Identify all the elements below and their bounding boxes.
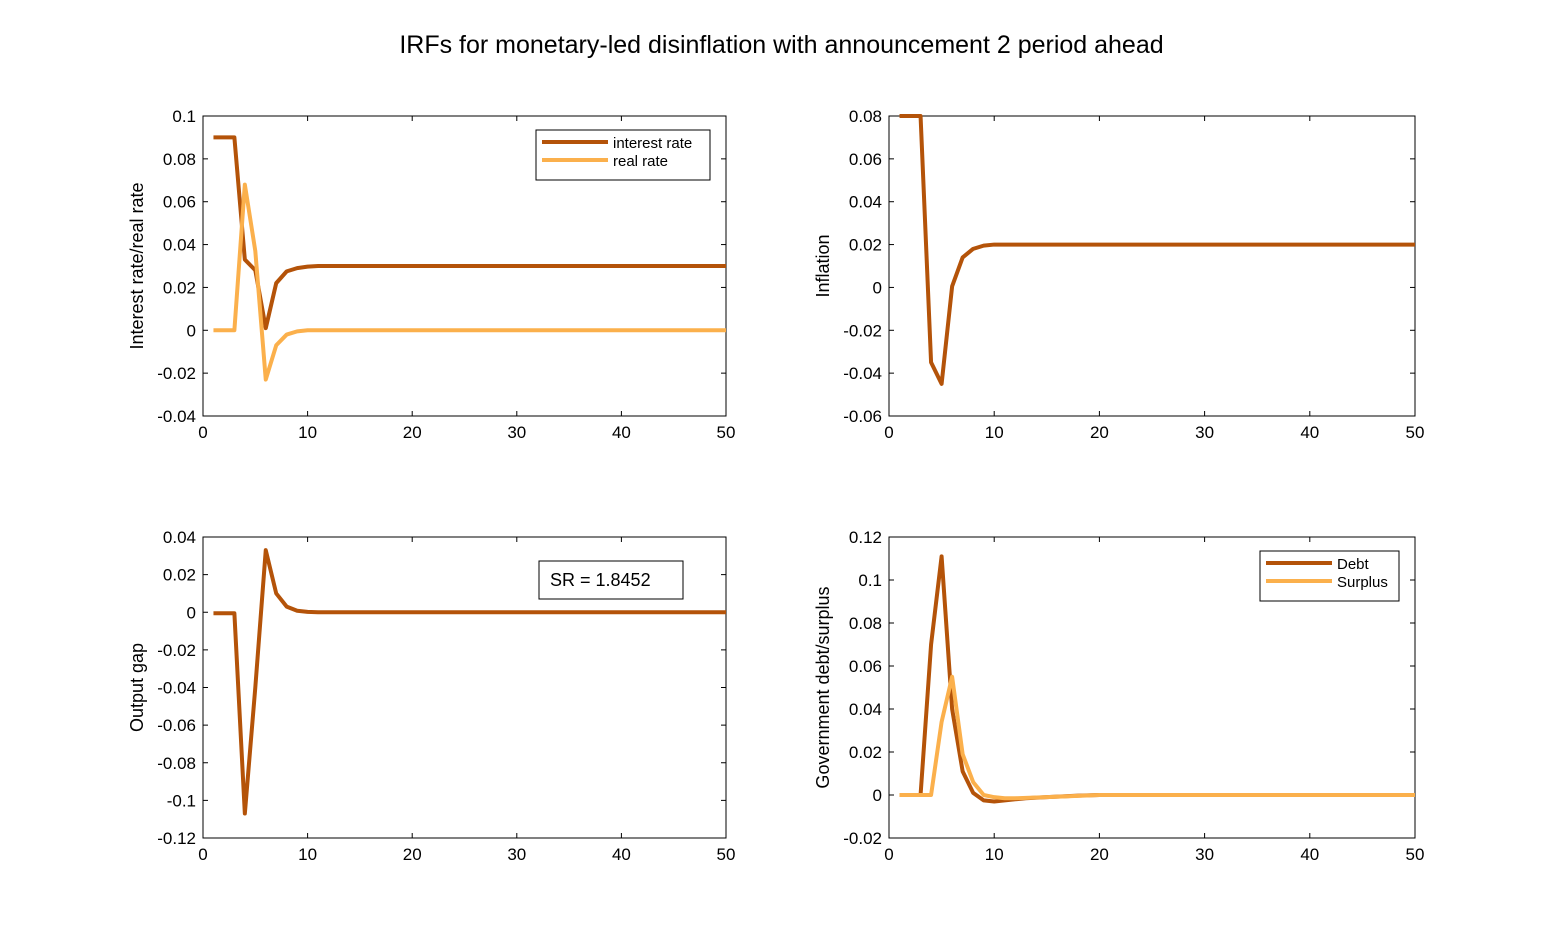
y-tick-label: -0.12: [157, 829, 196, 848]
y-axis-label: Interest rate/real rate: [127, 182, 147, 349]
x-tick-label: 20: [403, 845, 422, 864]
y-axis-label: Output gap: [127, 643, 147, 732]
x-tick-label: 40: [1300, 845, 1319, 864]
y-tick-label: 0.02: [849, 236, 882, 255]
series-line-surplus: [899, 674, 1415, 801]
x-tick-label: 20: [403, 423, 422, 442]
figure-title: IRFs for monetary-led disinflation with …: [399, 31, 1163, 59]
y-tick-label: -0.1: [167, 791, 196, 810]
x-tick-label: 20: [1090, 845, 1109, 864]
y-tick-label: 0: [873, 786, 882, 805]
y-tick-label: -0.02: [157, 641, 196, 660]
y-tick-label: 0.02: [163, 278, 196, 297]
y-axis-label: Inflation: [813, 234, 833, 297]
x-tick-label: 30: [507, 423, 526, 442]
plot-area: [888, 115, 1416, 417]
x-tick-label: 30: [507, 845, 526, 864]
chart-output: 0 10 20 30 40 50 -0.12 -0.1 -0.08 -0.06 -0.04 -0.02…: [127, 528, 735, 864]
charts: 0 10 20 30 40 50-0.04-0.0200.020.040.060.080.…: [127, 107, 1424, 864]
x-tick-label: 0: [198, 423, 207, 442]
y-tick-label: 0.1: [172, 107, 196, 126]
y-tick-label: 0.08: [849, 614, 882, 633]
y-tick-label: 0.1: [858, 571, 882, 590]
x-tick-label: 10: [985, 845, 1004, 864]
y-tick-label: -0.04: [157, 407, 196, 426]
series-line-real-rate: [213, 182, 726, 382]
x-tick-label: 10: [985, 423, 1004, 442]
legend-label: real rate: [613, 153, 668, 170]
x-tick-label: 0: [884, 845, 893, 864]
y-tick-label: -0.02: [843, 829, 882, 848]
y-tick-label: 0.04: [163, 528, 196, 547]
y-tick-label: 0.02: [849, 743, 882, 762]
series-line-inflation: [899, 114, 1415, 386]
x-tick-label: 20: [1090, 423, 1109, 442]
series-line-output: [213, 548, 726, 816]
legend-box: [535, 129, 711, 181]
y-tick-label: 0.12: [849, 528, 882, 547]
y-tick-label: -0.08: [157, 754, 196, 773]
y-tick-label: 0: [873, 278, 882, 297]
x-tick-label: 30: [1195, 423, 1214, 442]
y-tick-label: -0.02: [157, 364, 196, 383]
y-tick-label: 0.06: [849, 150, 882, 169]
x-tick-label: 50: [1406, 423, 1425, 442]
chart-interest: 0 10 20 30 40 50 -0.04 -0.02 0 0.02 0.04 0.06 0.08 0.…: [127, 107, 735, 442]
annotation-text: SR = 1.8452: [550, 570, 651, 590]
x-tick-label: 40: [1300, 423, 1319, 442]
x-tick-label: 40: [612, 845, 631, 864]
x-tick-label: 10: [298, 845, 317, 864]
y-tick-label: 0.02: [163, 566, 196, 585]
legend-box: [1259, 550, 1400, 602]
series-line-interest-rate: [213, 135, 726, 331]
y-tick-label: 0.06: [163, 193, 196, 212]
legend-label: interest rate: [613, 135, 692, 152]
y-tick-label: 0: [187, 603, 196, 622]
y-tick-label: 0.04: [849, 193, 882, 212]
legend-label: Debt: [1337, 556, 1370, 573]
y-tick-label: 0: [187, 321, 196, 340]
y-tick-label: -0.02: [843, 321, 882, 340]
x-tick-label: 40: [612, 423, 631, 442]
y-tick-label: 0.08: [849, 107, 882, 126]
y-tick-label: -0.06: [157, 716, 196, 735]
y-tick-label: 0.04: [163, 236, 196, 255]
plot-area: [888, 536, 1416, 839]
chart-debt: 0 10 20 30 40 50-0.0200.020.040.060.080.10.12…: [813, 528, 1424, 864]
y-tick-label: 0.06: [849, 657, 882, 676]
y-tick-label: -0.06: [843, 407, 882, 426]
x-tick-label: 50: [717, 423, 736, 442]
x-tick-label: 0: [884, 423, 893, 442]
chart-inflation: 0 10 20 30 40 50 -0.06 -0.04 -0.02 0 0.02 0.04 0.06 0…: [813, 107, 1424, 442]
y-tick-label: -0.04: [843, 364, 882, 383]
y-tick-label: 0.04: [849, 700, 882, 719]
legend-label: Surplus: [1337, 574, 1388, 591]
y-axis-label: Government debt/surplus: [813, 586, 833, 788]
x-tick-label: 10: [298, 423, 317, 442]
x-tick-label: 30: [1195, 845, 1214, 864]
annotation-box: [538, 560, 684, 600]
x-tick-label: 50: [717, 845, 736, 864]
y-tick-label: 0.08: [163, 150, 196, 169]
x-tick-label: 50: [1406, 845, 1425, 864]
y-tick-label: -0.04: [157, 679, 196, 698]
x-tick-label: 0: [198, 845, 207, 864]
